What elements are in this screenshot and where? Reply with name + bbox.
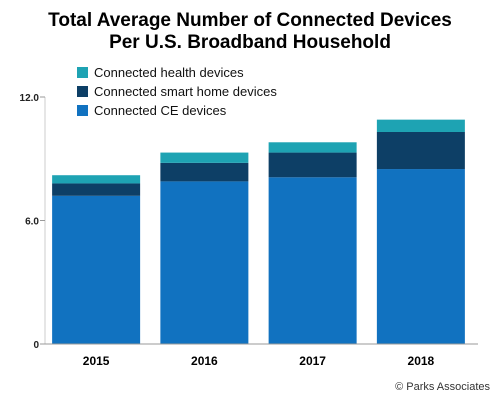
- y-tick-label: 12.0: [20, 93, 40, 104]
- x-tick-label: 2016: [191, 354, 218, 368]
- legend-swatch: [77, 86, 88, 97]
- y-tick-label: 0: [33, 340, 39, 351]
- bars: [52, 119, 465, 344]
- legend-swatch: [77, 105, 88, 116]
- legend-swatch: [77, 67, 88, 78]
- x-tick-label: 2017: [299, 354, 326, 368]
- legend-label: Connected smart home devices: [94, 84, 277, 99]
- y-tick-label: 6.0: [25, 217, 39, 228]
- bar-segment: [52, 195, 141, 344]
- x-tick-label: 2018: [408, 354, 435, 368]
- bar-segment: [376, 169, 465, 344]
- bar-segment: [52, 183, 141, 196]
- legend-label: Connected CE devices: [94, 103, 227, 118]
- bar-segment: [268, 142, 357, 153]
- bar-segment: [160, 181, 249, 344]
- bar-segment: [376, 131, 465, 170]
- legend-label: Connected health devices: [94, 65, 244, 80]
- x-axis-labels: 2015 2016 2017 2018: [83, 354, 435, 368]
- bar-segment: [160, 162, 249, 182]
- bar-segment: [160, 152, 249, 163]
- credit-text: © Parks Associates: [395, 381, 490, 393]
- chart-title-line-2: Per U.S. Broadband Household: [109, 32, 391, 53]
- chart-title-line-1: Total Average Number of Connected Device…: [48, 10, 452, 31]
- legend: Connected health devices Connected smart …: [77, 65, 277, 118]
- bar-segment: [52, 175, 141, 184]
- x-tick-label: 2015: [83, 354, 110, 368]
- y-axis-ticks: 12.0 6.0 0: [20, 93, 45, 351]
- bar-segment: [268, 152, 357, 178]
- bar-segment: [268, 177, 357, 344]
- bar-segment: [376, 119, 465, 132]
